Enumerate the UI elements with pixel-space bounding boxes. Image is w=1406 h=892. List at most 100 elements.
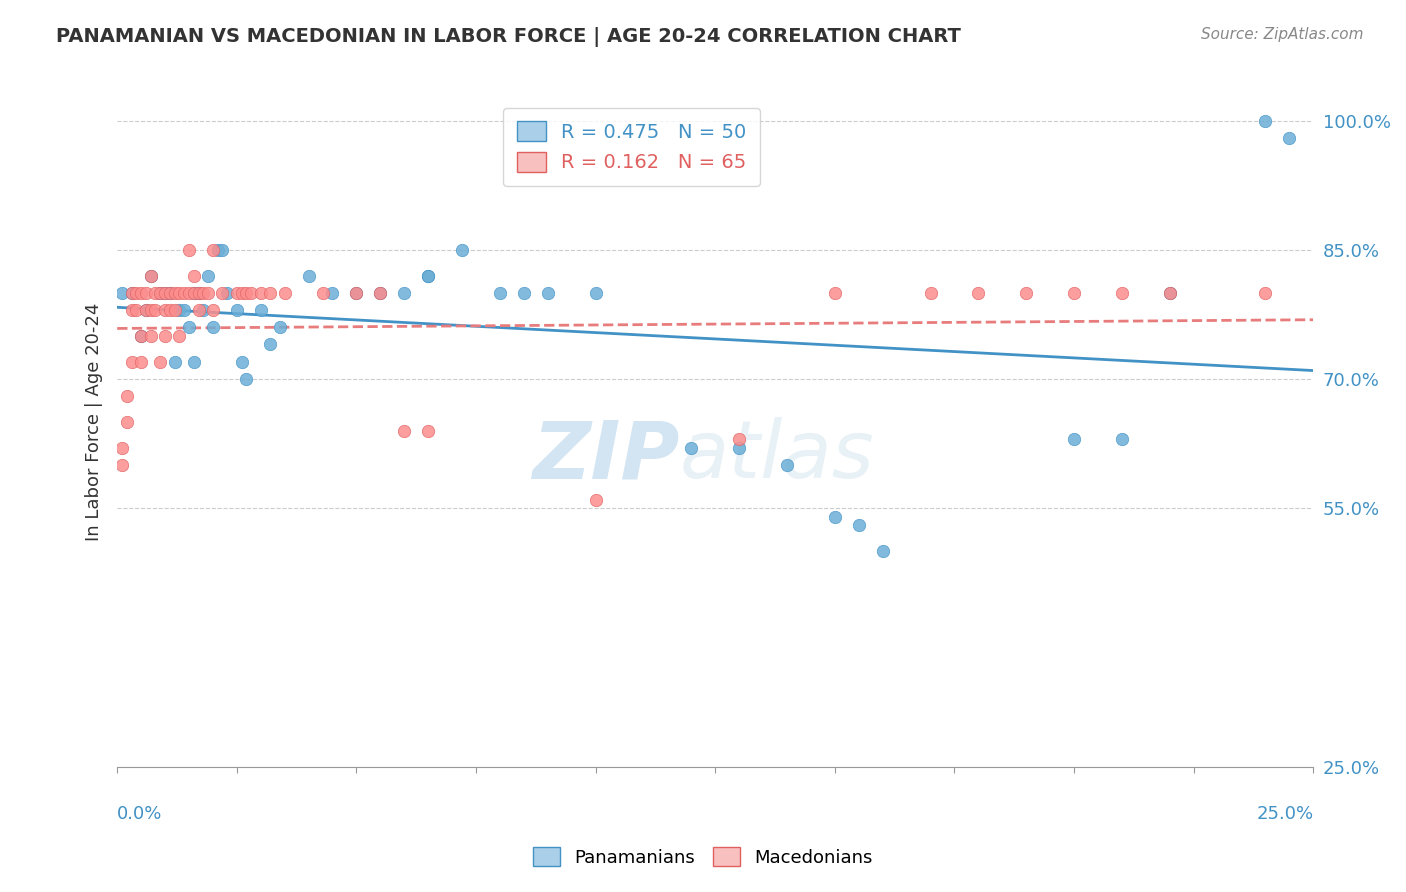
Point	[824, 285, 846, 300]
Point	[513, 285, 536, 300]
Point	[394, 285, 416, 300]
Point	[187, 285, 209, 300]
Point	[193, 303, 215, 318]
Point	[169, 329, 191, 343]
Point	[537, 285, 560, 300]
Point	[193, 285, 215, 300]
Point	[129, 285, 152, 300]
Point	[259, 337, 281, 351]
Point	[211, 243, 233, 257]
Legend: Panamanians, Macedonians: Panamanians, Macedonians	[526, 840, 880, 874]
Point	[145, 285, 167, 300]
Point	[153, 329, 176, 343]
Point	[269, 320, 291, 334]
Point	[153, 303, 176, 318]
Point	[125, 303, 148, 318]
Point	[585, 285, 607, 300]
Point	[135, 303, 157, 318]
Point	[450, 243, 472, 257]
Point	[297, 268, 319, 283]
Point	[235, 372, 257, 386]
Point	[728, 432, 751, 446]
Point	[585, 492, 607, 507]
Point	[177, 285, 200, 300]
Point	[169, 303, 191, 318]
Point	[370, 285, 392, 300]
Point	[240, 285, 263, 300]
Point	[1063, 285, 1085, 300]
Point	[211, 285, 233, 300]
Point	[225, 303, 247, 318]
Point	[681, 441, 703, 455]
Point	[824, 509, 846, 524]
Point	[177, 320, 200, 334]
Text: 25.0%: 25.0%	[1256, 805, 1313, 823]
Y-axis label: In Labor Force | Age 20-24: In Labor Force | Age 20-24	[86, 302, 103, 541]
Point	[201, 303, 224, 318]
Point	[776, 458, 799, 472]
Point	[217, 285, 239, 300]
Point	[235, 285, 257, 300]
Point	[145, 303, 167, 318]
Point	[129, 329, 152, 343]
Point	[139, 303, 162, 318]
Point	[139, 268, 162, 283]
Text: PANAMANIAN VS MACEDONIAN IN LABOR FORCE | AGE 20-24 CORRELATION CHART: PANAMANIAN VS MACEDONIAN IN LABOR FORCE …	[56, 27, 962, 46]
Point	[197, 285, 219, 300]
Point	[153, 285, 176, 300]
Point	[344, 285, 367, 300]
Point	[201, 243, 224, 257]
Point	[249, 303, 271, 318]
Point	[728, 441, 751, 455]
Point	[183, 285, 205, 300]
Point	[1278, 130, 1301, 145]
Point	[121, 355, 143, 369]
Point	[1254, 285, 1277, 300]
Point	[321, 285, 343, 300]
Point	[183, 355, 205, 369]
Point	[135, 285, 157, 300]
Point	[149, 285, 172, 300]
Point	[1159, 285, 1181, 300]
Point	[129, 329, 152, 343]
Point	[115, 389, 138, 403]
Point	[344, 285, 367, 300]
Point	[121, 285, 143, 300]
Point	[183, 285, 205, 300]
Point	[121, 285, 143, 300]
Point	[1111, 432, 1133, 446]
Point	[312, 285, 335, 300]
Point	[121, 303, 143, 318]
Point	[183, 268, 205, 283]
Point	[139, 268, 162, 283]
Point	[149, 285, 172, 300]
Point	[187, 285, 209, 300]
Point	[197, 268, 219, 283]
Point	[231, 355, 253, 369]
Point	[159, 303, 181, 318]
Point	[125, 285, 148, 300]
Point	[111, 458, 134, 472]
Point	[149, 355, 172, 369]
Point	[1159, 285, 1181, 300]
Point	[489, 285, 512, 300]
Point	[163, 355, 186, 369]
Point	[169, 285, 191, 300]
Point	[231, 285, 253, 300]
Point	[1063, 432, 1085, 446]
Point	[159, 285, 181, 300]
Point	[163, 303, 186, 318]
Point	[259, 285, 281, 300]
Point	[201, 320, 224, 334]
Point	[394, 424, 416, 438]
Point	[297, 888, 319, 892]
Point	[187, 303, 209, 318]
Legend: R = 0.475   N = 50, R = 0.162   N = 65: R = 0.475 N = 50, R = 0.162 N = 65	[503, 108, 761, 186]
Point	[173, 285, 195, 300]
Point	[159, 285, 181, 300]
Point	[1254, 113, 1277, 128]
Point	[418, 268, 440, 283]
Point	[225, 285, 247, 300]
Text: ZIP: ZIP	[531, 417, 679, 495]
Point	[967, 285, 990, 300]
